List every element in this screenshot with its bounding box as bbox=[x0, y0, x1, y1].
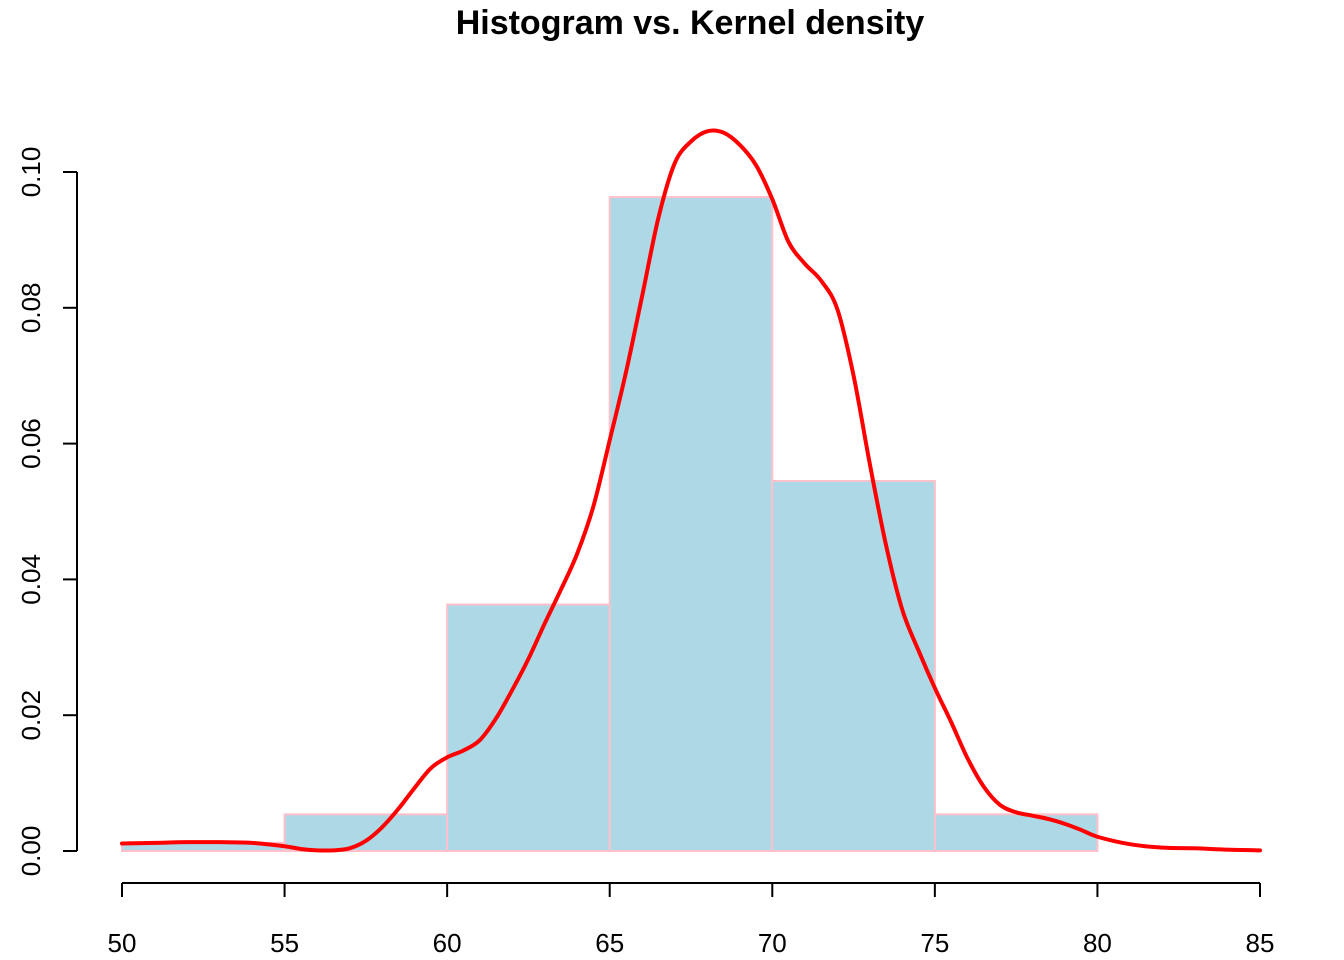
x-tick-label: 80 bbox=[1083, 928, 1112, 958]
histogram-bar bbox=[283, 813, 449, 852]
x-tick-label: 50 bbox=[108, 928, 137, 958]
histogram-bar bbox=[771, 479, 936, 852]
chart-title: Histogram vs. Kernel density bbox=[456, 4, 925, 42]
y-tick-label: 0.10 bbox=[16, 147, 46, 198]
x-tick-label: 55 bbox=[270, 928, 299, 958]
x-axis: 50 55 60 65 70 75 80 85 bbox=[108, 882, 1275, 958]
y-tick-label: 0.08 bbox=[16, 282, 46, 333]
histogram-bars bbox=[121, 196, 1099, 853]
x-tick-label: 60 bbox=[433, 928, 462, 958]
y-tick-label: 0.00 bbox=[16, 826, 46, 877]
histogram-bar bbox=[933, 813, 1099, 852]
x-tick-label: 75 bbox=[920, 928, 949, 958]
x-tick-label: 70 bbox=[758, 928, 787, 958]
y-axis: 0.00 0.02 0.04 0.06 0.08 0.10 bbox=[16, 147, 78, 877]
density-curve bbox=[120, 128, 1262, 853]
y-tick-label: 0.04 bbox=[16, 554, 46, 605]
x-tick-label: 85 bbox=[1246, 928, 1275, 958]
density-curve-layer bbox=[120, 128, 1262, 853]
histogram-bar bbox=[446, 603, 611, 853]
y-tick-label: 0.02 bbox=[16, 690, 46, 741]
histogram-bar bbox=[608, 196, 774, 853]
y-tick-label: 0.06 bbox=[16, 418, 46, 469]
x-tick-label: 65 bbox=[595, 928, 624, 958]
